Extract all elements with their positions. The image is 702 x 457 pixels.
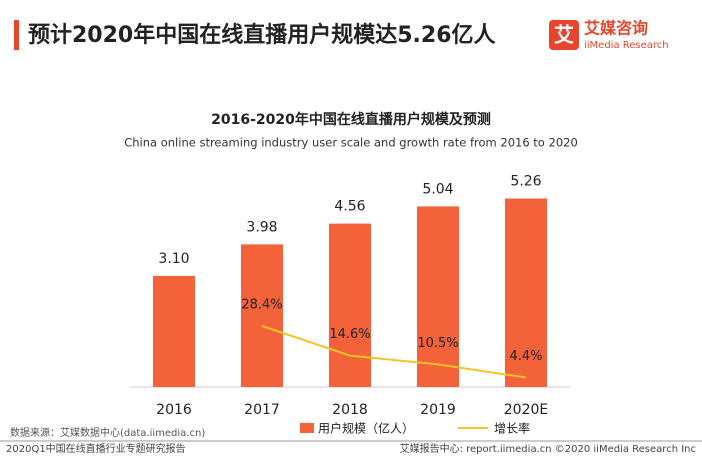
source: 数据来源：艾媒数据中心(data.iimedia.cn) (10, 426, 205, 439)
bar (329, 223, 371, 387)
bar-value-label: 5.26 (510, 174, 541, 190)
bar-value-label: 3.10 (158, 251, 189, 267)
bar-value-label: 4.56 (334, 199, 365, 215)
footer-left: 2020Q1中国在线直播行业专题研究报告 (6, 442, 186, 455)
line-value-label: 4.4% (509, 349, 542, 364)
logo-box (549, 20, 579, 50)
page-title: 预计2020年中国在线直播用户规模达5.26亿人 (28, 22, 496, 48)
line-value-label: 28.4% (241, 297, 282, 312)
bar-value-label: 5.04 (422, 181, 453, 197)
legend-label: 用户规模（亿人） (318, 421, 414, 436)
chart-subtitle: China online streaming industry user sca… (124, 136, 578, 150)
logo-sub: iiMedia Research (584, 40, 669, 51)
chart-title: 2016-2020年中国在线直播用户规模及预测 (211, 111, 491, 128)
bar (241, 244, 283, 387)
x-tick-label: 2019 (420, 402, 456, 418)
legend-swatch (300, 423, 314, 433)
x-tick-label: 2018 (332, 402, 368, 418)
bar (505, 198, 547, 387)
footer-right: 艾媒报告中心: report.iimedia.cn ©2020 iiMedia … (400, 442, 696, 455)
bar-value-label: 3.98 (246, 219, 277, 235)
logo-name: 艾媒咨询 (584, 19, 648, 38)
logo-mark: 艾 (554, 23, 574, 47)
x-tick-label: 2016 (156, 402, 192, 418)
legend-label: 增长率 (494, 421, 530, 436)
bar (417, 206, 459, 387)
x-tick-label: 2017 (244, 402, 280, 418)
title-bar (14, 20, 19, 50)
growth-line (261, 324, 527, 379)
bar (153, 275, 195, 387)
line-value-label: 10.5% (417, 336, 458, 351)
x-tick-label: 2020E (504, 402, 548, 418)
line-value-label: 14.6% (329, 327, 370, 342)
